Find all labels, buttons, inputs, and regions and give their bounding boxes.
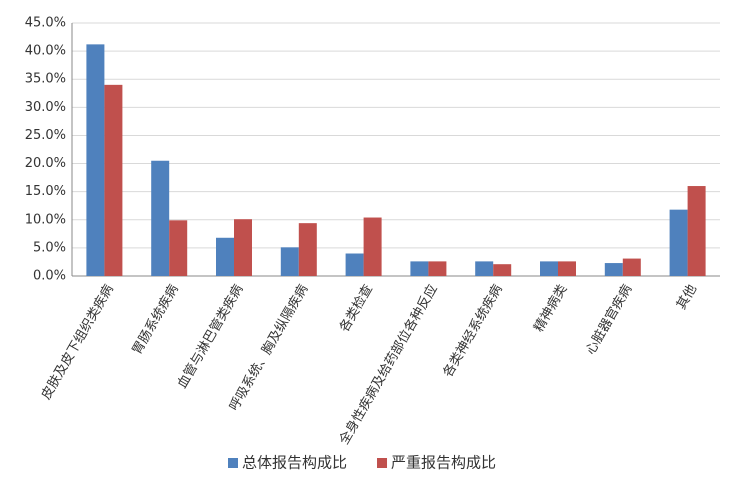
bar <box>604 263 623 276</box>
legend-swatch <box>228 458 238 468</box>
bar <box>558 261 576 276</box>
bar <box>428 261 447 276</box>
bar <box>540 261 558 276</box>
y-tick-label: 0.0% <box>33 269 66 284</box>
y-tick-label: 5.0% <box>33 240 66 255</box>
bar <box>216 237 234 276</box>
y-tick-label: 35.0% <box>25 72 66 87</box>
x-tick-label: 各类神经系统疾病 <box>440 282 506 380</box>
bar <box>345 253 364 276</box>
x-tick-label: 心脏器官疾病 <box>582 282 635 358</box>
legend-label: 总体报告构成比 <box>242 454 347 472</box>
y-tick-label: 45.0% <box>25 16 66 31</box>
bar <box>298 223 317 276</box>
bar <box>622 258 641 276</box>
y-tick-label: 40.0% <box>25 44 66 59</box>
bar <box>151 160 170 276</box>
bar <box>280 247 299 276</box>
y-tick-label: 15.0% <box>25 184 66 199</box>
y-tick-label: 30.0% <box>25 100 66 115</box>
x-tick-label: 其他 <box>674 282 700 312</box>
bar <box>669 209 688 276</box>
bar <box>475 261 494 276</box>
x-tick-label: 胃肠系统疾病 <box>130 282 182 357</box>
bar <box>493 264 512 276</box>
bar <box>687 186 706 276</box>
bar <box>410 261 429 276</box>
bar <box>363 217 382 276</box>
x-tick-label: 精神病类 <box>531 282 570 335</box>
bar <box>234 219 252 276</box>
x-tick-label: 血管与淋巴管类疾病 <box>175 282 246 391</box>
y-tick-label: 25.0% <box>25 128 66 143</box>
bar <box>169 220 188 276</box>
x-tick-label: 呼吸系统、胸及纵隔疾病 <box>227 282 311 413</box>
y-tick-label: 10.0% <box>25 212 66 227</box>
bar <box>86 44 105 277</box>
x-tick-label: 各类检查 <box>336 282 376 335</box>
bar <box>104 84 123 276</box>
x-tick-label: 皮肤及皮下组织类疾病 <box>39 282 117 402</box>
y-tick-label: 20.0% <box>25 156 66 171</box>
legend-label: 严重报告构成比 <box>391 454 496 472</box>
legend-swatch <box>377 458 388 468</box>
